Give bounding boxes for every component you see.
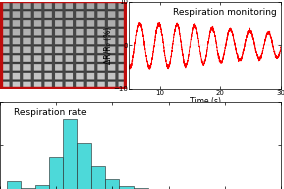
Text: Respiration monitoring: Respiration monitoring bbox=[173, 8, 277, 17]
Bar bbox=[91, 166, 105, 189]
Bar bbox=[7, 181, 21, 189]
Bar bbox=[133, 188, 148, 189]
X-axis label: Time (s): Time (s) bbox=[190, 97, 221, 106]
Bar bbox=[21, 188, 35, 189]
Y-axis label: ΔR/R₀ (%): ΔR/R₀ (%) bbox=[104, 27, 113, 64]
Bar bbox=[63, 119, 77, 189]
Bar bbox=[49, 157, 63, 189]
Bar bbox=[105, 179, 120, 189]
Bar bbox=[35, 185, 49, 189]
Bar bbox=[120, 186, 133, 189]
Text: Respiration rate: Respiration rate bbox=[14, 108, 87, 117]
Bar bbox=[77, 143, 91, 189]
